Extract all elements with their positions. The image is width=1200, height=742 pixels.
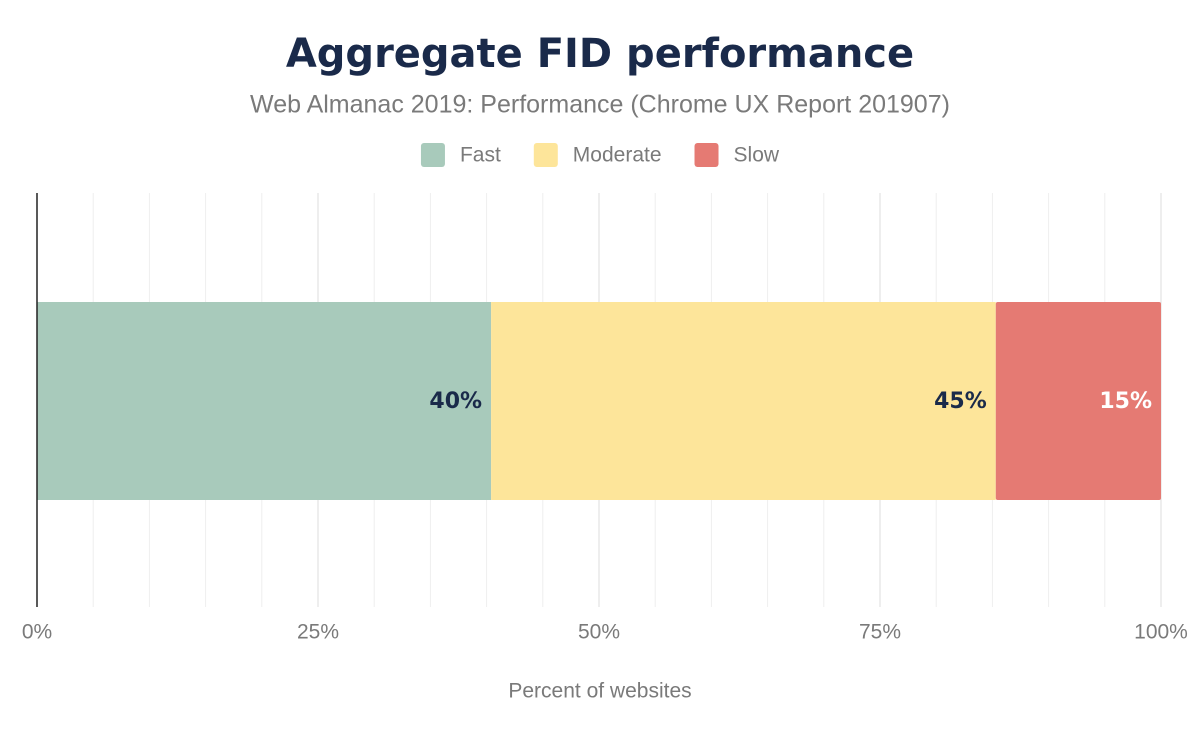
x-tick-label: 75% [859, 621, 901, 644]
x-tick-label: 100% [1134, 621, 1188, 644]
value-label: 40% [429, 389, 482, 414]
value-label: 15% [1099, 389, 1152, 414]
legend-label: Moderate [573, 144, 662, 167]
x-tick-label: 0% [22, 621, 52, 644]
legend-item: Slow [694, 143, 780, 167]
legend-item: Moderate [533, 143, 662, 167]
legend-item: Fast [420, 143, 501, 167]
legend-label: Fast [460, 144, 501, 167]
legend-swatch [694, 143, 719, 167]
value-label: 45% [934, 389, 987, 414]
x-tick-label: 50% [578, 621, 620, 644]
legend-swatch [533, 143, 558, 167]
x-axis-label: Percent of websites [508, 680, 691, 703]
chart-title: Aggregate FID performance [286, 31, 914, 77]
chart-subtitle: Web Almanac 2019: Performance (Chrome UX… [250, 91, 950, 119]
legend-label: Slow [734, 144, 780, 167]
bar-segment [491, 302, 996, 500]
legend-swatch [420, 143, 445, 167]
bar-segment [37, 302, 492, 500]
bar-segment [995, 302, 1161, 500]
legend: Fast Moderate Slow [420, 143, 780, 167]
x-tick-label: 25% [297, 621, 339, 644]
